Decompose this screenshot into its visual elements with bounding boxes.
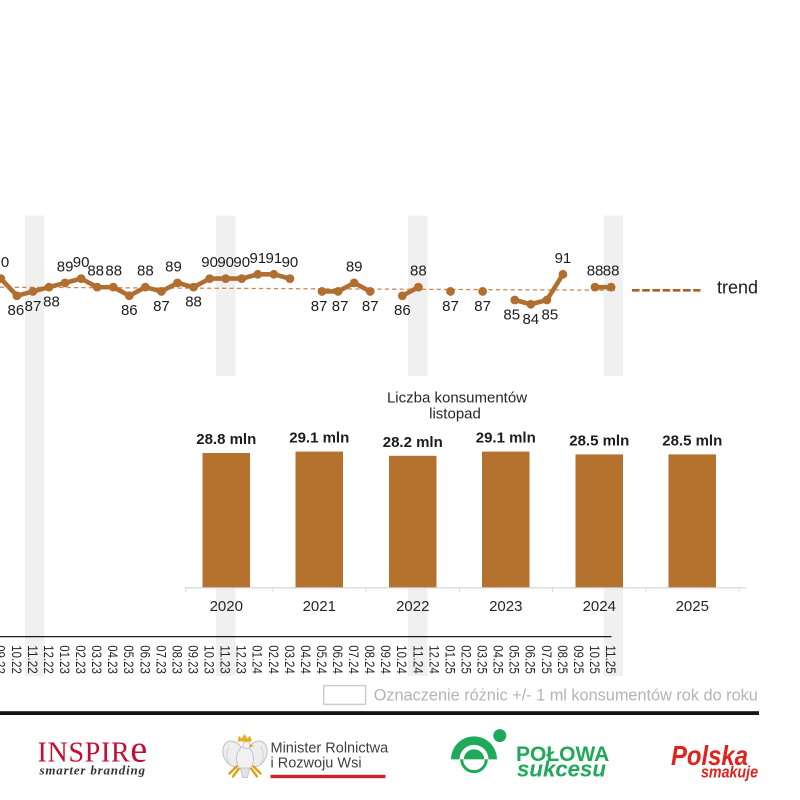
svg-text:86: 86 xyxy=(394,302,411,319)
svg-text:29.1 mln: 29.1 mln xyxy=(476,430,536,447)
svg-text:05.24: 05.24 xyxy=(314,645,330,674)
svg-text:12.24: 12.24 xyxy=(426,645,442,674)
svg-text:07.24: 07.24 xyxy=(346,645,362,674)
svg-text:90: 90 xyxy=(233,254,250,271)
svg-text:09.23: 09.23 xyxy=(185,645,201,674)
svg-text:trend: trend xyxy=(717,278,758,298)
svg-text:01.24: 01.24 xyxy=(250,645,266,674)
svg-text:02.25: 02.25 xyxy=(458,645,474,674)
svg-text:84: 84 xyxy=(522,311,539,328)
svg-text:smakuje: smakuje xyxy=(701,763,758,782)
svg-text:85: 85 xyxy=(542,307,559,324)
svg-text:11.23: 11.23 xyxy=(218,645,234,674)
svg-text:02.24: 02.24 xyxy=(266,645,282,674)
svg-text:88: 88 xyxy=(587,263,604,280)
svg-text:04.24: 04.24 xyxy=(298,645,314,674)
svg-text:91: 91 xyxy=(249,250,266,267)
svg-text:01.23: 01.23 xyxy=(57,645,73,674)
svg-text:88: 88 xyxy=(87,263,104,280)
svg-text:87: 87 xyxy=(25,298,42,315)
svg-text:Polska: Polska xyxy=(671,740,748,771)
svg-text:88: 88 xyxy=(185,294,202,311)
svg-text:28.2 mln: 28.2 mln xyxy=(383,434,443,451)
svg-text:88: 88 xyxy=(603,263,620,280)
svg-text:12.23: 12.23 xyxy=(234,645,250,674)
svg-text:91: 91 xyxy=(266,250,283,267)
svg-text:90: 90 xyxy=(282,254,299,271)
svg-text:sukcesu: sukcesu xyxy=(517,757,607,782)
svg-text:88: 88 xyxy=(105,263,122,280)
svg-text:90: 90 xyxy=(0,254,9,271)
svg-text:smarter branding: smarter branding xyxy=(39,763,146,778)
svg-text:89: 89 xyxy=(346,258,363,275)
svg-text:POŁOWA: POŁOWA xyxy=(516,743,609,766)
svg-text:10.24: 10.24 xyxy=(394,645,410,674)
svg-text:i Rozwoju Wsi: i Rozwoju Wsi xyxy=(271,756,362,772)
svg-text:87: 87 xyxy=(332,298,349,315)
svg-text:05.23: 05.23 xyxy=(121,645,137,674)
svg-text:85: 85 xyxy=(503,307,520,324)
svg-text:90: 90 xyxy=(201,254,218,271)
svg-text:listopad: listopad xyxy=(429,406,481,423)
svg-text:Liczba konsumentów: Liczba konsumentów xyxy=(387,390,527,407)
svg-text:03.23: 03.23 xyxy=(89,645,105,674)
svg-text:08.25: 08.25 xyxy=(555,645,571,674)
svg-text:87: 87 xyxy=(442,298,459,315)
svg-text:28.8 mln: 28.8 mln xyxy=(196,431,256,448)
svg-text:90: 90 xyxy=(217,254,234,271)
svg-text:87: 87 xyxy=(362,298,379,315)
svg-text:86: 86 xyxy=(8,302,25,319)
svg-text:88: 88 xyxy=(410,263,427,280)
svg-text:87: 87 xyxy=(474,298,491,315)
svg-text:28.5 mln: 28.5 mln xyxy=(662,432,722,449)
svg-text:08.23: 08.23 xyxy=(169,645,185,674)
svg-text:09.25: 09.25 xyxy=(571,645,587,674)
svg-text:10.22: 10.22 xyxy=(9,645,25,674)
svg-text:28.5 mln: 28.5 mln xyxy=(569,432,629,449)
svg-text:09.24: 09.24 xyxy=(378,645,394,674)
svg-text:01.25: 01.25 xyxy=(442,645,458,674)
svg-text:89: 89 xyxy=(165,258,182,275)
svg-text:88: 88 xyxy=(137,263,154,280)
svg-text:07.25: 07.25 xyxy=(539,645,555,674)
svg-text:2022: 2022 xyxy=(396,598,429,615)
svg-text:03.25: 03.25 xyxy=(475,645,491,674)
svg-text:91: 91 xyxy=(555,250,572,267)
svg-text:29.1 mln: 29.1 mln xyxy=(289,430,349,447)
svg-text:2025: 2025 xyxy=(676,598,709,615)
svg-text:03.24: 03.24 xyxy=(282,645,298,674)
svg-text:10.25: 10.25 xyxy=(587,645,603,674)
svg-text:02.23: 02.23 xyxy=(73,645,89,674)
svg-text:2020: 2020 xyxy=(210,598,243,615)
svg-text:11.24: 11.24 xyxy=(410,645,426,674)
svg-text:07.23: 07.23 xyxy=(153,645,169,674)
svg-text:11.25: 11.25 xyxy=(603,645,619,674)
svg-text:2024: 2024 xyxy=(583,598,616,615)
svg-text:08.24: 08.24 xyxy=(362,645,378,674)
svg-text:06.25: 06.25 xyxy=(523,645,539,674)
svg-text:05.25: 05.25 xyxy=(507,645,523,674)
svg-text:90: 90 xyxy=(73,254,90,271)
svg-text:2023: 2023 xyxy=(489,598,522,615)
svg-text:06.24: 06.24 xyxy=(330,645,346,674)
svg-text:06.23: 06.23 xyxy=(137,645,153,674)
svg-text:12.22: 12.22 xyxy=(41,645,57,674)
svg-text:Oznaczenie różnic +/- 1 ml kon: Oznaczenie różnic +/- 1 ml konsumentów r… xyxy=(374,687,758,705)
svg-text:86: 86 xyxy=(121,302,138,319)
svg-text:88: 88 xyxy=(43,294,60,311)
svg-text:04.23: 04.23 xyxy=(105,645,121,674)
svg-text:Minister Rolnictwa: Minister Rolnictwa xyxy=(271,741,390,757)
svg-text:2021: 2021 xyxy=(303,598,336,615)
svg-text:09.22: 09.22 xyxy=(0,645,9,674)
svg-text:10.23: 10.23 xyxy=(202,645,218,674)
svg-text:87: 87 xyxy=(153,298,170,315)
svg-text:04.25: 04.25 xyxy=(491,645,507,674)
svg-text:89: 89 xyxy=(57,258,74,275)
svg-text:11.22: 11.22 xyxy=(25,645,41,674)
svg-text:87: 87 xyxy=(311,298,328,315)
